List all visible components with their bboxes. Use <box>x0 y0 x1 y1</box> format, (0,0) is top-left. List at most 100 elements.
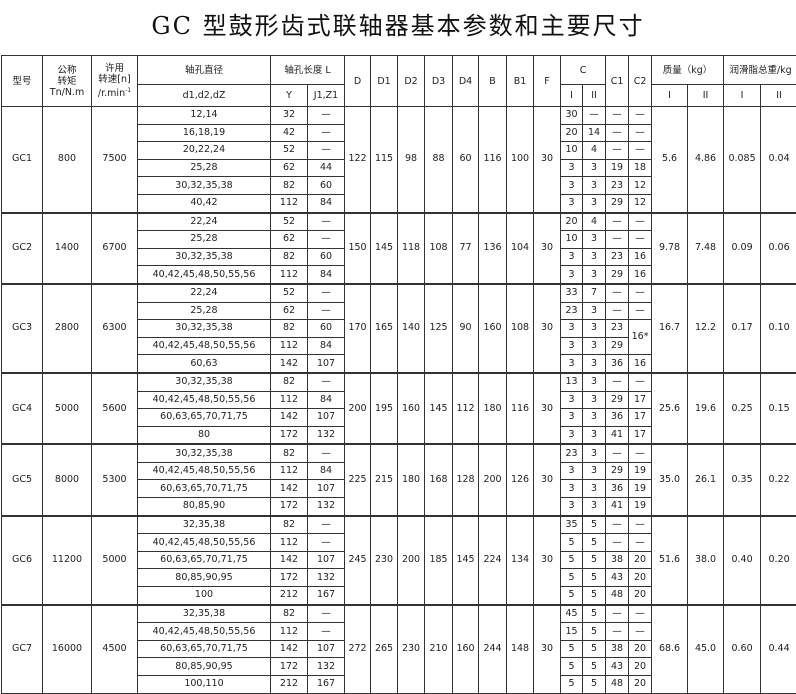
length-j-cell: 132 <box>306 568 346 588</box>
bore-cell: 60,63,65,70,71,75 <box>137 550 271 570</box>
mass-ii-cell: 38.0 <box>687 514 725 606</box>
c-ii-cell: 4 <box>582 211 607 232</box>
bore-cell: 30,32,35,38 <box>137 371 271 392</box>
length-j-cell: 84 <box>306 336 346 356</box>
bore-cell: 25,28 <box>137 301 271 321</box>
mass-i-cell: 51.6 <box>651 514 689 606</box>
mass-i-cell: 16.7 <box>651 282 689 374</box>
length-j-cell: — <box>306 211 346 232</box>
mass-i-cell: 25.6 <box>651 371 689 445</box>
c2-cell: — <box>628 622 653 641</box>
bore-cell: 80,85,90,95 <box>137 657 271 676</box>
c2-cell: — <box>628 211 653 232</box>
model-cell: GC4 <box>1 371 43 445</box>
c1-cell: 29 <box>605 265 630 285</box>
c-ii-cell: 5 <box>582 657 607 676</box>
torque-cell: 16000 <box>42 603 92 694</box>
c-ii-cell: 5 <box>582 675 607 694</box>
model-cell: GC7 <box>1 603 43 694</box>
B-cell: 244 <box>478 603 508 694</box>
speed-cell: 5300 <box>91 443 138 517</box>
B-cell: 136 <box>478 211 508 285</box>
c-i-cell: 3 <box>560 461 584 481</box>
length-y-cell: 142 <box>270 550 308 570</box>
c1-cell: — <box>605 141 630 160</box>
page-title: GC 型鼓形齿式联轴器基本参数和主要尺寸 <box>151 12 645 40</box>
bore-cell: 12,14 <box>137 106 271 125</box>
c2-cell: 16 <box>628 247 653 267</box>
D1-cell: 195 <box>370 371 399 445</box>
length-j-cell: 107 <box>306 479 346 499</box>
length-y-cell: 82 <box>270 176 308 195</box>
length-y-cell: 82 <box>270 319 308 338</box>
c-i-cell: 3 <box>560 479 584 499</box>
table-row: 20,22,24 52—10 4— — <box>2 141 796 160</box>
header-J: J1,Z1 <box>306 84 346 107</box>
c1-cell: 48 <box>605 675 630 694</box>
c-i-cell: 5 <box>560 639 584 659</box>
D1-cell: 115 <box>370 105 399 214</box>
c-ii-cell: 3 <box>582 443 607 463</box>
header-speed: 许用 转速[n]/r.min-1 <box>91 55 138 107</box>
length-j-cell: 107 <box>306 354 346 374</box>
c-i-cell: 15 <box>560 622 584 641</box>
B1-cell: 100 <box>506 105 535 214</box>
c-i-cell: 3 <box>560 408 584 427</box>
bore-cell: 40,42 <box>137 193 271 214</box>
c2-cell: 19 <box>628 497 653 517</box>
D-cell: 200 <box>344 371 372 445</box>
c2-cell: 20 <box>628 568 653 588</box>
c-i-cell: 5 <box>560 657 584 676</box>
header-bore: 轴孔直径 <box>137 55 271 85</box>
model-cell: GC1 <box>1 105 43 214</box>
c1-cell: 41 <box>605 497 630 517</box>
length-j-cell: — <box>306 282 346 303</box>
c1-cell: 41 <box>605 425 630 445</box>
header-mass-II: II <box>687 84 725 107</box>
parameters-table: 型号 公称 转矩 Tn/N.m 许用 转速[n]/r.min-1 轴孔直径 轴孔长度 … <box>1 55 796 694</box>
length-j-cell: 60 <box>306 247 346 267</box>
c1-cell: — <box>605 230 630 249</box>
B-cell: 160 <box>478 282 508 374</box>
D2-cell: 200 <box>397 514 426 606</box>
header-mass: 质量（kg） <box>651 55 725 85</box>
D1-cell: 215 <box>370 443 399 517</box>
c2-cell: 20 <box>628 675 653 694</box>
length-j-cell: — <box>306 603 346 624</box>
torque-cell: 800 <box>42 105 92 214</box>
bore-cell: 40,42,45,48,50,55,56 <box>137 390 271 410</box>
mass-ii-cell: 45.0 <box>687 603 725 694</box>
bore-cell: 80,85,90 <box>137 497 271 517</box>
c1-cell: — <box>605 514 630 535</box>
c-ii-cell: 3 <box>582 193 607 214</box>
D1-cell: 165 <box>370 282 399 374</box>
D-cell: 245 <box>344 514 372 606</box>
mass-ii-cell: 4.86 <box>687 105 725 214</box>
c2-cell: 16* <box>628 319 653 356</box>
D3-cell: 108 <box>424 211 454 285</box>
table-row: GC2 1400 6700 22,24 52—150 145 118 108 77 136 104 3… <box>1 211 796 285</box>
bore-cell: 32,35,38 <box>137 514 271 535</box>
torque-cell: 1400 <box>42 211 92 285</box>
c-i-cell: 33 <box>560 282 584 303</box>
grease-i-cell: 0.09 <box>723 211 762 285</box>
bore-cell: 40,42,45,48,50,55,56 <box>137 461 271 481</box>
length-j-cell: 84 <box>306 265 346 285</box>
D4-cell: 128 <box>452 443 480 517</box>
header-D: D <box>344 55 372 107</box>
header-grease-II: II <box>760 84 796 107</box>
D2-cell: 98 <box>397 105 426 214</box>
c1-cell: — <box>605 533 630 552</box>
c-ii-cell: 3 <box>582 158 607 178</box>
c2-cell: — <box>628 106 653 125</box>
D4-cell: 90 <box>452 282 480 374</box>
c-i-cell: 13 <box>560 371 584 392</box>
header-C1: C1 <box>605 55 630 107</box>
D4-cell: 112 <box>452 371 480 445</box>
c2-cell: — <box>628 514 653 535</box>
length-y-cell: 52 <box>270 141 308 160</box>
c-i-cell: 5 <box>560 533 584 552</box>
table-row: GC3 2800 6300 22,24 52—170 165 140 125 90 160 108 3… <box>1 282 796 374</box>
c-i-cell: 23 <box>560 443 584 463</box>
F-cell: 30 <box>533 105 562 214</box>
